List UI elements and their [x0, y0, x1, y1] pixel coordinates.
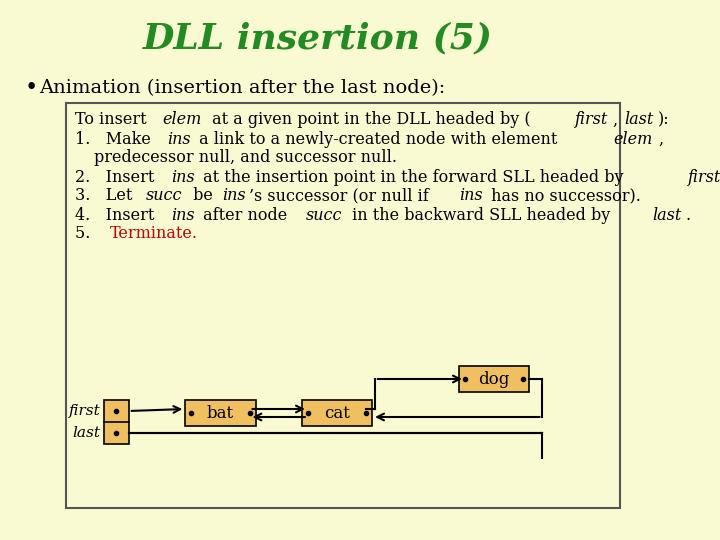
Text: cat: cat	[324, 404, 350, 422]
Text: ins: ins	[222, 187, 246, 205]
Text: ins: ins	[171, 168, 194, 186]
Text: succ: succ	[146, 187, 183, 205]
Text: succ: succ	[305, 206, 342, 224]
Text: Animation (insertion after the last node):: Animation (insertion after the last node…	[39, 79, 445, 97]
Text: be: be	[188, 187, 217, 205]
Text: has no successor).: has no successor).	[486, 187, 641, 205]
Text: DLL insertion (5): DLL insertion (5)	[143, 21, 492, 55]
Text: first: first	[575, 111, 608, 129]
Bar	[185, 400, 256, 426]
Text: elem: elem	[162, 111, 202, 129]
Text: a link to a newly-created node with element: a link to a newly-created node with elem…	[194, 131, 562, 147]
Text: in the backward SLL headed by: in the backward SLL headed by	[347, 206, 616, 224]
Text: first: first	[69, 404, 101, 418]
Text: 1.   Make: 1. Make	[75, 131, 156, 147]
Text: ins: ins	[171, 206, 194, 224]
Text: at a given point in the DLL headed by (: at a given point in the DLL headed by (	[207, 111, 531, 129]
Text: 3.   Let: 3. Let	[75, 187, 138, 205]
Text: first: first	[688, 168, 720, 186]
Text: after node: after node	[198, 206, 292, 224]
Text: last: last	[625, 111, 654, 129]
Text: predecessor null, and successor null.: predecessor null, and successor null.	[94, 150, 397, 166]
Text: elem: elem	[613, 131, 652, 147]
Text: dog: dog	[478, 370, 510, 388]
Bar	[104, 400, 129, 444]
Text: ’s successor (or null if: ’s successor (or null if	[248, 187, 433, 205]
Text: ins: ins	[459, 187, 482, 205]
Text: To insert: To insert	[75, 111, 152, 129]
Text: ins: ins	[167, 131, 191, 147]
Text: ,: ,	[658, 131, 663, 147]
Text: 2.   Insert: 2. Insert	[75, 168, 159, 186]
Text: ,: ,	[613, 111, 624, 129]
Text: •: •	[24, 77, 38, 99]
Bar	[459, 366, 529, 392]
Text: 5.: 5.	[75, 226, 106, 242]
Text: last: last	[73, 426, 101, 440]
Bar	[66, 103, 620, 508]
Text: last: last	[652, 206, 682, 224]
Text: at the insertion point in the forward SLL headed by: at the insertion point in the forward SL…	[198, 168, 629, 186]
Bar	[302, 400, 372, 426]
Text: ):: ):	[658, 111, 670, 129]
Text: bat: bat	[207, 404, 234, 422]
Text: 4.   Insert: 4. Insert	[75, 206, 159, 224]
Text: .: .	[685, 206, 690, 224]
Text: Terminate.: Terminate.	[110, 226, 198, 242]
